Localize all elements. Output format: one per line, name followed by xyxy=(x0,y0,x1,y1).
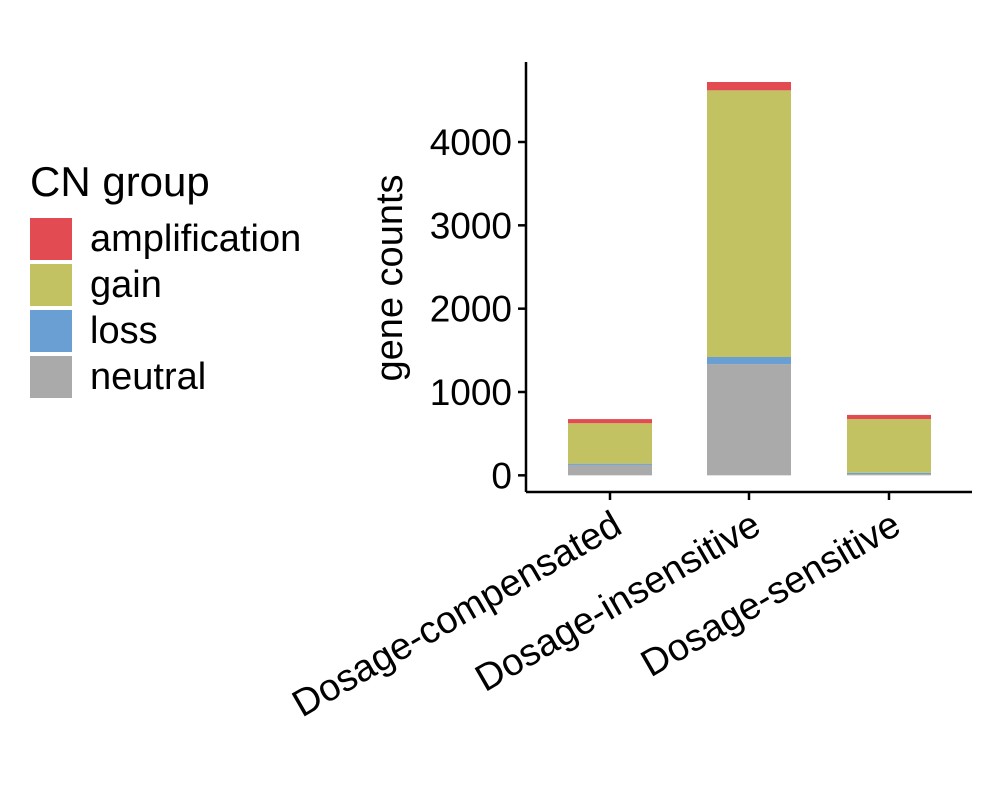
bar-segment-amplification xyxy=(568,419,652,424)
bars-layer xyxy=(568,82,931,476)
y-axis-ticks: 0 1000 2000 3000 4000 xyxy=(430,122,526,496)
bar-segment-neutral xyxy=(707,364,791,476)
legend: CN group amplification gain loss neutral xyxy=(30,158,301,400)
y-tick-label: 1000 xyxy=(430,372,512,413)
legend-swatch xyxy=(30,264,72,306)
bar-segment-gain xyxy=(707,90,791,357)
bar-segment-neutral xyxy=(847,474,931,476)
legend-label: loss xyxy=(90,309,158,352)
legend-title: CN group xyxy=(30,158,210,205)
legend-label: gain xyxy=(90,263,162,306)
legend-swatch xyxy=(30,310,72,352)
y-axis-title: gene counts xyxy=(369,174,411,381)
legend-swatch xyxy=(30,356,72,398)
x-tick-label: Dosage-sensitive xyxy=(634,503,907,685)
bar-segment-loss xyxy=(847,472,931,475)
legend-items: amplification gain loss neutral xyxy=(30,216,301,400)
bar-segment-amplification xyxy=(847,414,931,420)
bar-segment-gain xyxy=(568,423,652,464)
legend-item-loss: loss xyxy=(30,308,301,354)
y-tick-label: 4000 xyxy=(430,122,512,163)
legend-label: amplification xyxy=(90,217,302,260)
legend-item-neutral: neutral xyxy=(30,354,301,400)
y-tick-label: 3000 xyxy=(430,205,512,246)
bar-segment-neutral xyxy=(568,464,652,476)
y-tick-label: 2000 xyxy=(430,289,512,330)
bar-segment-loss xyxy=(707,357,791,365)
x-axis-ticks: Dosage-compensatedDosage-insensitiveDosa… xyxy=(286,492,908,726)
legend-swatch xyxy=(30,218,72,260)
y-tick-label: 0 xyxy=(491,455,512,496)
legend-label: neutral xyxy=(90,355,207,398)
bar-segment-loss xyxy=(568,463,652,465)
legend-item-gain: gain xyxy=(30,262,301,308)
legend-item-amplification: amplification xyxy=(30,216,301,262)
bar-segment-gain xyxy=(847,419,931,473)
bar-segment-amplification xyxy=(707,82,791,91)
